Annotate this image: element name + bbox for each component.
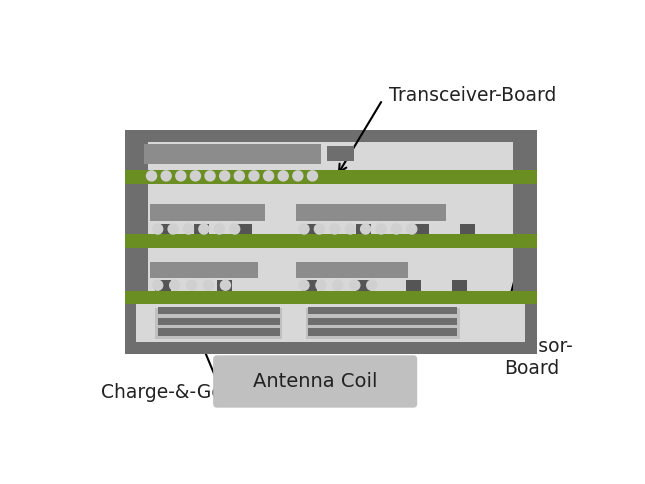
Circle shape (293, 171, 303, 181)
Bar (306, 307, 459, 339)
Circle shape (316, 280, 326, 290)
Bar (327, 146, 354, 161)
Circle shape (204, 280, 213, 290)
Circle shape (146, 171, 157, 181)
Bar (150, 262, 258, 277)
Bar (302, 280, 317, 290)
Bar (296, 204, 446, 221)
Circle shape (214, 224, 224, 234)
Text: Antenna Coil: Antenna Coil (253, 372, 377, 391)
Circle shape (407, 224, 417, 234)
Circle shape (161, 171, 171, 181)
Bar (459, 224, 475, 234)
Bar (150, 204, 266, 221)
Circle shape (392, 224, 401, 234)
Bar (413, 224, 429, 234)
Circle shape (278, 171, 288, 181)
Bar (124, 131, 148, 354)
Bar (124, 234, 537, 248)
Circle shape (176, 171, 186, 181)
Bar (155, 280, 171, 290)
Text: Charge-&-Go-Board: Charge-&-Go-Board (101, 383, 285, 402)
Circle shape (314, 224, 324, 234)
FancyBboxPatch shape (213, 355, 417, 408)
Circle shape (361, 224, 371, 234)
Circle shape (367, 280, 377, 290)
Bar (157, 318, 280, 325)
Circle shape (249, 171, 259, 181)
Circle shape (230, 224, 240, 234)
Circle shape (345, 224, 355, 234)
Circle shape (308, 171, 317, 181)
Bar (406, 280, 421, 290)
Bar (525, 131, 537, 354)
Circle shape (220, 171, 230, 181)
Bar (194, 224, 209, 234)
Bar (308, 328, 457, 336)
Circle shape (234, 171, 244, 181)
Bar (136, 304, 525, 342)
Circle shape (221, 280, 230, 290)
Bar (296, 262, 408, 277)
Circle shape (299, 224, 309, 234)
Bar (217, 280, 232, 290)
Bar (355, 224, 371, 234)
Text: Transceiver-Board: Transceiver-Board (389, 86, 556, 106)
Bar (124, 290, 537, 304)
Circle shape (205, 171, 215, 181)
Circle shape (153, 224, 163, 234)
Bar (155, 307, 283, 339)
Bar (124, 342, 537, 354)
Circle shape (190, 171, 201, 181)
Bar (157, 307, 280, 315)
Bar (124, 131, 537, 354)
Bar (513, 131, 537, 354)
Bar (355, 280, 371, 290)
Bar (124, 170, 537, 183)
Circle shape (333, 280, 343, 290)
Circle shape (350, 280, 360, 290)
Bar (236, 224, 252, 234)
Bar (302, 224, 317, 234)
Bar (155, 224, 171, 234)
Circle shape (330, 224, 340, 234)
Bar (157, 328, 280, 336)
Bar (308, 318, 457, 325)
Bar (308, 307, 457, 315)
Circle shape (168, 224, 178, 234)
Bar (124, 131, 136, 354)
Bar (136, 142, 525, 342)
Circle shape (183, 224, 194, 234)
Bar (144, 144, 321, 164)
Circle shape (186, 280, 197, 290)
Circle shape (153, 280, 163, 290)
Text: Sensor-
Board: Sensor- Board (504, 337, 574, 378)
Circle shape (199, 224, 209, 234)
Bar (452, 280, 467, 290)
Circle shape (376, 224, 386, 234)
Circle shape (299, 280, 309, 290)
Circle shape (170, 280, 180, 290)
Circle shape (264, 171, 273, 181)
